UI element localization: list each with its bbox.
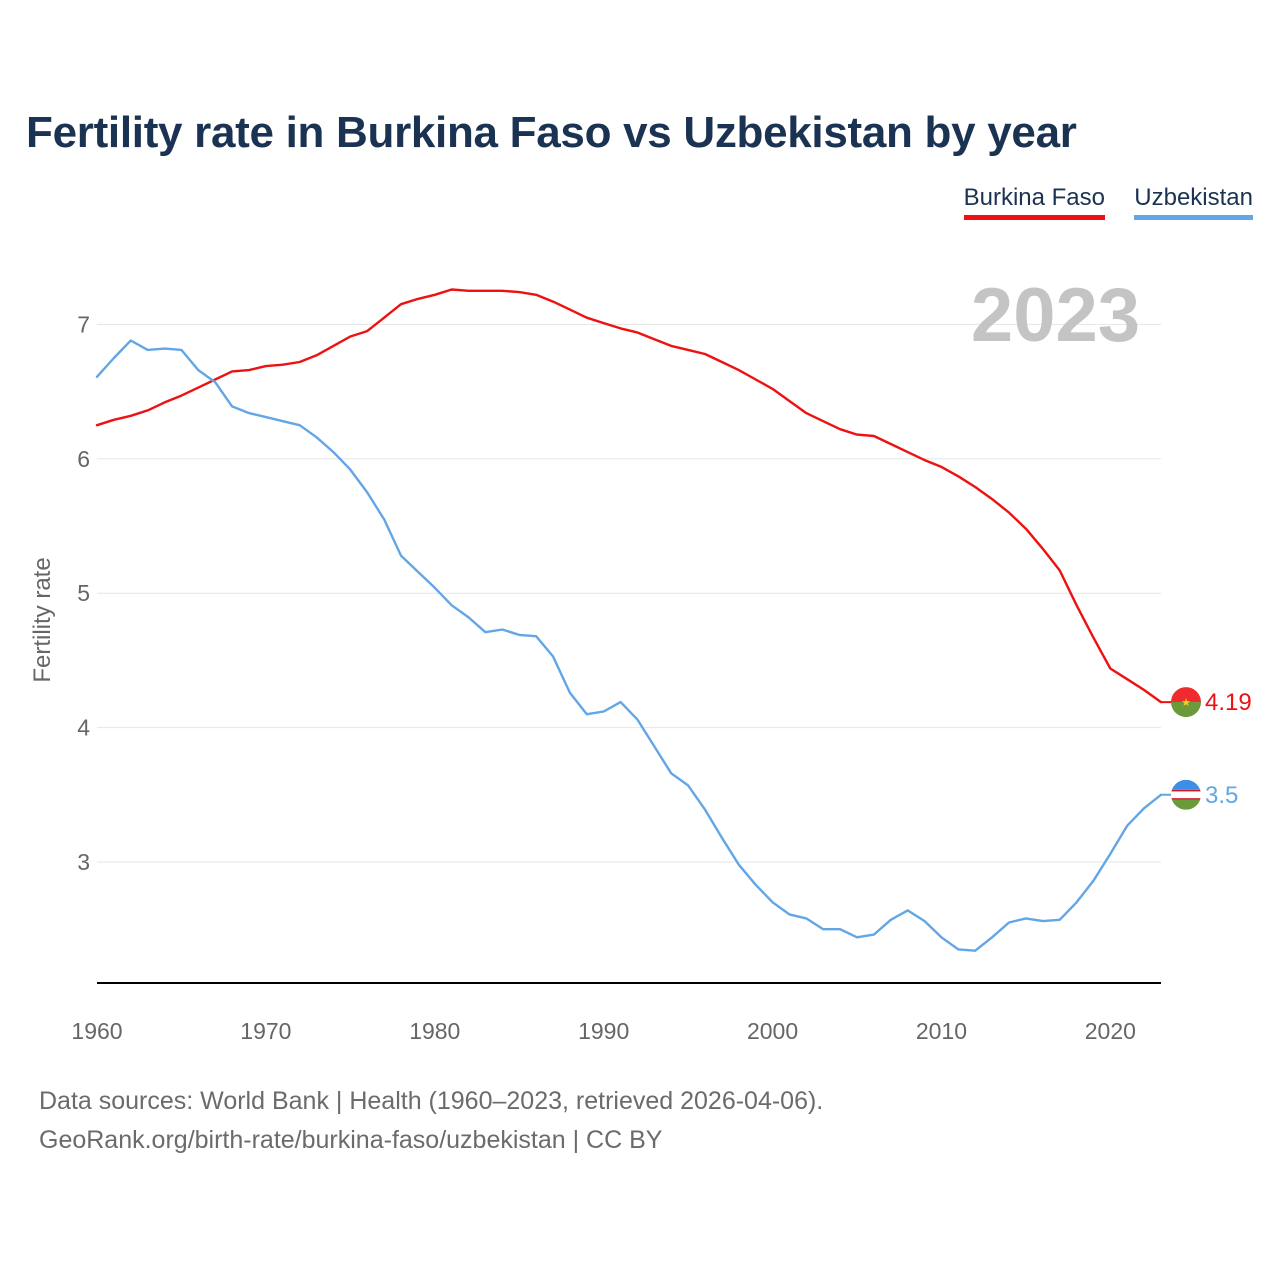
x-tick-label: 1970 bbox=[240, 1018, 291, 1044]
flag-burkina-faso-icon: ★ bbox=[1171, 687, 1201, 718]
x-tick-label: 1980 bbox=[409, 1018, 460, 1044]
axes: 3 4 5 6 7 1960 1970 1980 1990 2000 2010 2020 bbox=[71, 311, 1161, 1044]
x-tick-label: 1960 bbox=[71, 1018, 122, 1044]
series-line-uzbekistan bbox=[95, 339, 1163, 952]
y-axis-label: Fertility rate bbox=[29, 557, 56, 682]
y-tick-label: 3 bbox=[77, 849, 90, 875]
chart-title: Fertility rate in Burkina Faso vs Uzbeki… bbox=[26, 108, 1077, 157]
svg-text:★: ★ bbox=[1181, 697, 1191, 709]
x-tick-label: 1990 bbox=[578, 1018, 629, 1044]
series-lines bbox=[95, 288, 1163, 952]
footer-attribution[interactable]: GeoRank.org/birth-rate/burkina-faso/uzbe… bbox=[39, 1126, 663, 1154]
footer-sources: Data sources: World Bank | Health (1960–… bbox=[39, 1087, 824, 1115]
y-tick-label: 4 bbox=[77, 715, 90, 741]
y-tick-label: 7 bbox=[77, 311, 90, 337]
series-line-burkina-faso bbox=[95, 288, 1163, 704]
legend-item-uzbekistan[interactable]: Uzbekistan bbox=[1134, 184, 1253, 220]
y-tick-label: 5 bbox=[77, 580, 90, 606]
legend-item-burkina-faso[interactable]: Burkina Faso bbox=[963, 184, 1105, 220]
x-tick-label: 2010 bbox=[916, 1018, 967, 1044]
x-tick-label: 2020 bbox=[1085, 1018, 1136, 1044]
grid-lines bbox=[97, 323, 1161, 863]
flag-uzbekistan-icon bbox=[1171, 779, 1201, 810]
y-tick-label: 6 bbox=[77, 446, 90, 472]
year-watermark: 2023 bbox=[971, 273, 1140, 358]
x-tick-label: 2000 bbox=[747, 1018, 798, 1044]
end-value-label-burkina-faso: 4.19 bbox=[1205, 689, 1252, 716]
end-value-label-uzbekistan: 3.5 bbox=[1205, 782, 1238, 809]
end-markers: ★ 4.19 3.5 bbox=[1161, 687, 1252, 810]
